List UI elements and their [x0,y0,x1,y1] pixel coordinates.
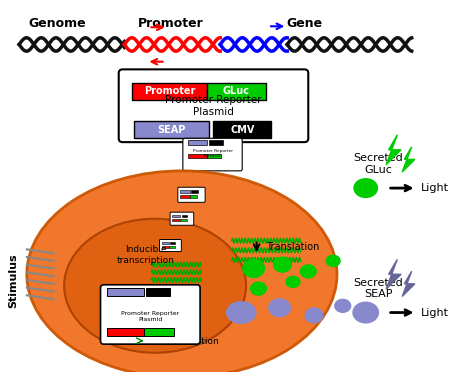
Ellipse shape [226,301,256,324]
FancyBboxPatch shape [159,239,181,252]
FancyBboxPatch shape [213,121,271,138]
Bar [144,328,174,336]
Text: Genome: Genome [29,17,86,30]
Bar [188,154,207,158]
Polygon shape [386,135,401,165]
Bar [188,140,207,145]
Ellipse shape [285,276,301,288]
Text: Promoter: Promoter [138,17,203,30]
Ellipse shape [300,264,317,279]
Text: Stimulus: Stimulus [9,253,18,308]
FancyBboxPatch shape [119,70,308,142]
Polygon shape [402,271,415,296]
Ellipse shape [325,255,341,267]
FancyBboxPatch shape [178,187,205,202]
FancyBboxPatch shape [207,83,266,100]
Ellipse shape [64,219,246,353]
Ellipse shape [273,256,292,273]
Ellipse shape [250,282,267,296]
Bar [209,140,223,145]
FancyBboxPatch shape [183,138,242,171]
Bar [180,190,190,193]
Text: Light: Light [421,307,449,318]
Bar [107,328,144,336]
Text: Translation: Translation [266,242,320,252]
Bar [107,288,144,296]
Text: Secreted
GLuc: Secreted GLuc [353,154,403,175]
Bar [190,195,197,198]
Ellipse shape [27,171,337,378]
Bar [207,154,221,158]
Bar [145,288,171,296]
Ellipse shape [352,302,379,323]
Text: SEAP: SEAP [157,125,185,135]
Text: Promoter: Promoter [111,338,140,343]
Text: SEAP: SEAP [117,298,133,303]
Text: CMV: CMV [230,125,254,135]
FancyBboxPatch shape [100,285,200,344]
Text: Secreted
SEAP: Secreted SEAP [353,278,403,299]
Text: Promoter Reporter
Plasmid: Promoter Reporter Plasmid [193,149,233,158]
Text: GLuc: GLuc [223,86,250,97]
Bar [180,195,190,198]
Bar [172,215,180,217]
Text: Promoter Reporter
Plasmid: Promoter Reporter Plasmid [121,311,180,322]
FancyBboxPatch shape [132,83,207,100]
Bar [180,219,187,221]
Ellipse shape [305,307,324,323]
Text: Inducible
transcription: Inducible transcription [117,245,175,265]
Bar [162,245,169,248]
Ellipse shape [242,259,265,278]
Ellipse shape [334,299,351,313]
Polygon shape [386,259,401,289]
Polygon shape [402,147,415,172]
Ellipse shape [353,178,378,198]
Text: CMV: CMV [151,298,165,303]
Ellipse shape [268,298,291,317]
Bar [170,242,176,244]
FancyBboxPatch shape [134,121,209,138]
Text: Promoter: Promoter [144,86,195,97]
FancyBboxPatch shape [170,212,194,225]
Text: Promoter Reporter
Plasmid: Promoter Reporter Plasmid [165,95,262,117]
Bar [182,215,187,217]
Bar [169,245,175,248]
Text: Gene: Gene [286,17,323,30]
Bar [172,219,180,221]
Text: Constitutive transcription: Constitutive transcription [103,337,219,346]
Text: GLuc: GLuc [151,338,166,343]
Text: Light: Light [421,183,449,193]
Bar [191,190,198,193]
Bar [162,242,169,244]
